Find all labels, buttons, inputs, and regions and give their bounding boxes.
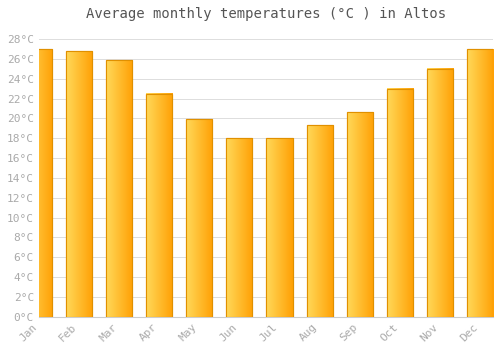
Bar xyxy=(427,69,453,317)
Bar xyxy=(467,49,493,317)
Bar xyxy=(66,51,92,317)
Bar xyxy=(306,125,332,317)
Title: Average monthly temperatures (°C ) in Altos: Average monthly temperatures (°C ) in Al… xyxy=(86,7,446,21)
Bar xyxy=(26,49,52,317)
Bar xyxy=(146,93,172,317)
Bar xyxy=(186,119,212,317)
Bar xyxy=(387,89,413,317)
Bar xyxy=(346,112,372,317)
Bar xyxy=(106,60,132,317)
Bar xyxy=(266,138,292,317)
Bar xyxy=(226,138,252,317)
